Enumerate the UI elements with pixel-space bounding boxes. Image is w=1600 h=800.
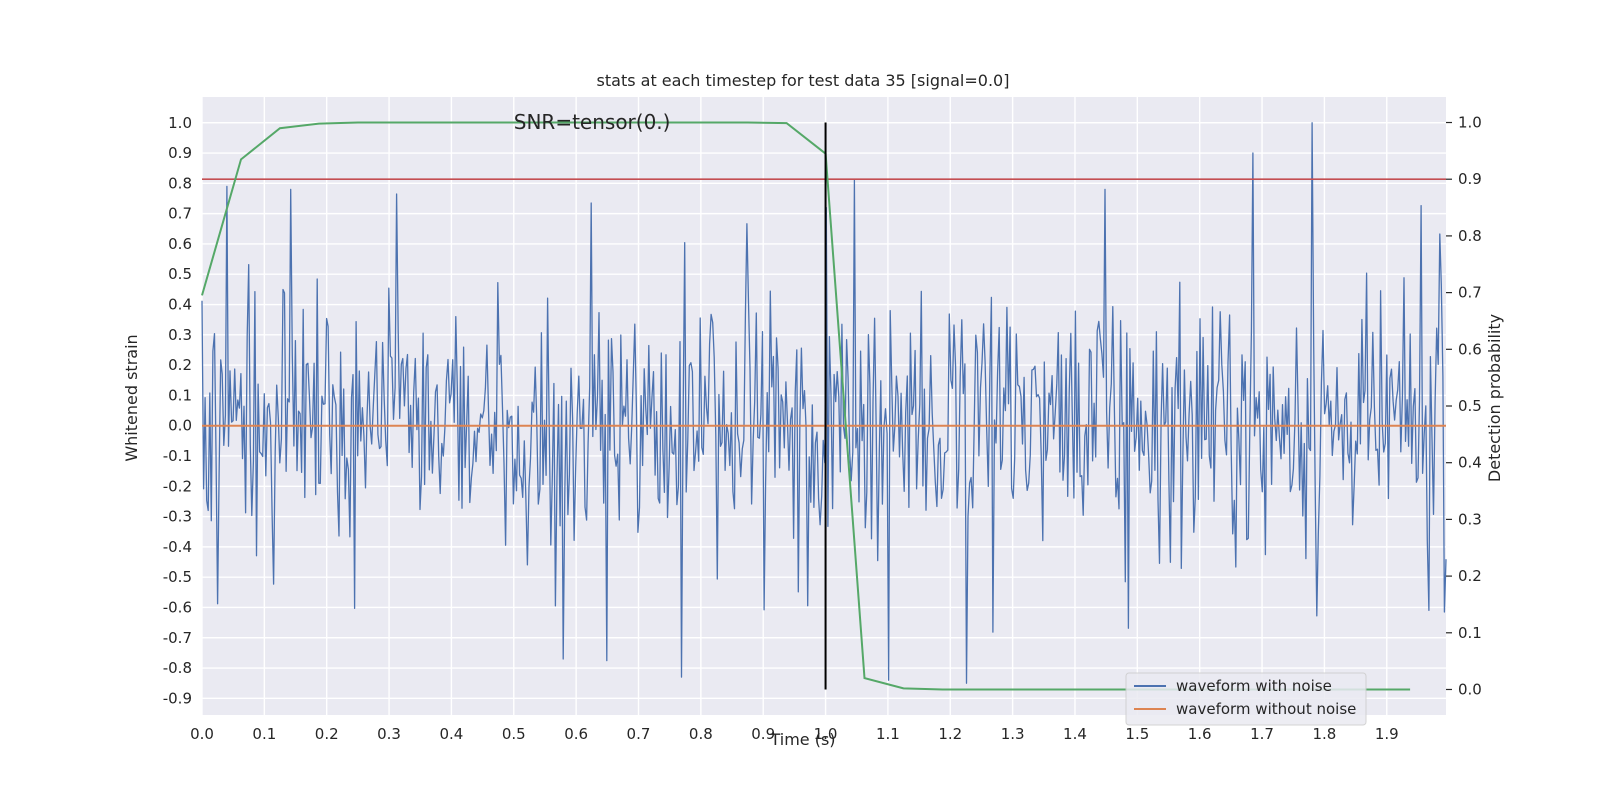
y-tick-label: -0.1 (163, 447, 192, 465)
y-tick-label: -0.5 (163, 568, 192, 586)
x-tick-label: 1.7 (1250, 725, 1274, 743)
snr-annotation: SNR=tensor(0.) (514, 110, 671, 134)
x-axis-label: Time (s) (769, 730, 835, 749)
x-tick-label: 1.6 (1188, 725, 1212, 743)
right-y-axis-label: Detection probability (1485, 314, 1504, 482)
right-y-tick-label: 0.9 (1458, 170, 1482, 188)
grid-lines (201, 97, 1446, 715)
y-axis-label: Whitened strain (122, 334, 141, 461)
x-tick-label: 0.3 (377, 725, 401, 743)
right-y-tick-label: 0.2 (1458, 567, 1482, 585)
x-tick-label: 1.8 (1312, 725, 1336, 743)
x-tick-label: 0.6 (564, 725, 588, 743)
right-y-axis-ticks: 1.0 0.9 0.8 0.7 0.6 0.5 0.4 0.3 0.2 0.1 0.0 (1446, 114, 1482, 698)
right-y-tick-label: 0.3 (1458, 510, 1482, 528)
y-tick-label: 1.0 (168, 114, 192, 132)
y-tick-label: -0.2 (163, 477, 192, 495)
y-tick-label: 0.7 (168, 205, 192, 223)
legend-box (1125, 672, 1367, 726)
y-tick-label: -0.9 (163, 689, 192, 707)
right-y-tick-label: 1.0 (1458, 114, 1482, 132)
y-tick-label: -0.7 (163, 629, 192, 647)
right-y-tick-label: 0.6 (1458, 340, 1482, 358)
right-y-tick-label: 0.7 (1458, 284, 1482, 302)
legend-label-waveform-without-noise: waveform without noise (1176, 700, 1356, 718)
chart-title: stats at each timestep for test data 35 … (597, 71, 1010, 90)
legend-label-waveform-with-noise: waveform with noise (1176, 677, 1332, 695)
right-y-tick-label: 0.1 (1458, 624, 1482, 642)
waveform-with-noise-line (201, 122, 1447, 684)
x-tick-label: 1.9 (1375, 725, 1399, 743)
y-tick-label: -0.4 (163, 538, 192, 556)
y-tick-label: 0.1 (168, 386, 192, 404)
x-axis-ticks: 0.0 0.1 0.2 0.3 0.4 0.5 0.6 0.7 0.8 0.9 1.0 1.1 1.2 1… (190, 725, 1399, 743)
y-tick-label: 0.9 (168, 144, 192, 162)
x-tick-label: 1.4 (1063, 725, 1087, 743)
y-tick-label: 0.8 (168, 174, 192, 192)
y-tick-label: -0.6 (163, 598, 192, 616)
right-y-tick-label: 0.4 (1458, 454, 1482, 472)
right-y-tick-label: 0.5 (1458, 397, 1482, 415)
y-tick-label: 0.3 (168, 326, 192, 344)
y-tick-label: 0.6 (168, 235, 192, 253)
y-tick-label: -0.3 (163, 508, 192, 526)
right-y-tick-label: 0.8 (1458, 227, 1482, 245)
y-tick-label: 0.2 (168, 356, 192, 374)
legend: waveform with noise waveform without noi… (1125, 672, 1367, 726)
x-tick-label: 1.0 (814, 725, 838, 743)
y-axis-ticks: 1.0 0.9 0.8 0.7 0.6 0.5 0.4 0.3 0.2 0.1 0.0 -0.1 -0.… (163, 114, 192, 708)
y-tick-label: -0.8 (163, 659, 192, 677)
y-tick-label: 0.0 (168, 417, 192, 435)
waveform-with-noise-series (201, 122, 1447, 684)
x-tick-label: 0.0 (190, 725, 214, 743)
x-tick-label: 0.2 (315, 725, 339, 743)
plot-area (202, 97, 1446, 715)
x-tick-label: 0.4 (439, 725, 463, 743)
x-tick-label: 1.2 (938, 725, 962, 743)
x-tick-label: 0.7 (627, 725, 651, 743)
x-tick-label: 0.1 (252, 725, 276, 743)
x-tick-label: 1.3 (1001, 725, 1025, 743)
x-tick-label: 0.5 (502, 725, 526, 743)
y-tick-label: 0.5 (168, 265, 192, 283)
right-y-tick-label: 0.0 (1458, 680, 1482, 698)
x-tick-label: 1.1 (876, 725, 900, 743)
y-tick-label: 0.4 (168, 296, 192, 314)
x-tick-label: 1.5 (1125, 725, 1149, 743)
x-tick-label: 0.8 (689, 725, 713, 743)
x-tick-label: 0.9 (751, 725, 775, 743)
